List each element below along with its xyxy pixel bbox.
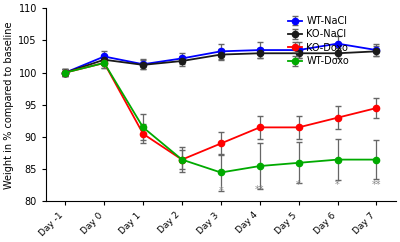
Text: *: * (296, 180, 301, 190)
Legend: WT-NaCl, KO-NaCl, KO-Doxo, WT-Doxo: WT-NaCl, KO-NaCl, KO-Doxo, WT-Doxo (284, 12, 353, 70)
Y-axis label: Weight in % compared to baseline: Weight in % compared to baseline (4, 21, 14, 189)
Text: *: * (218, 186, 223, 196)
Text: **: ** (255, 185, 264, 195)
Text: **: ** (372, 180, 381, 190)
Text: *: * (335, 180, 340, 190)
